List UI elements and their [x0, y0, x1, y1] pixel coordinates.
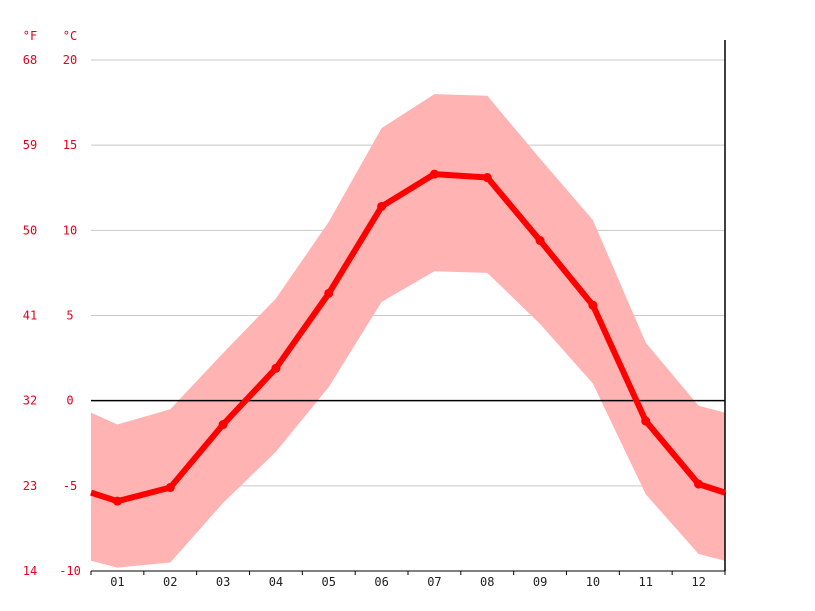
mean-temperature-point [271, 363, 281, 373]
fahrenheit-tick-label: 50 [23, 223, 37, 237]
mean-temperature-point [588, 300, 598, 310]
mean-temperature-line [90, 171, 726, 505]
fahrenheit-tick-label: 32 [23, 394, 37, 408]
mean-temperature-series [90, 169, 726, 506]
celsius-tick-label: 0 [66, 394, 73, 408]
celsius-unit-label: °C [63, 29, 77, 43]
month-tick-label: 04 [269, 575, 283, 589]
fahrenheit-tick-label: 68 [23, 53, 37, 67]
mean-temperature-point [324, 288, 334, 298]
month-tick-label: 08 [480, 575, 494, 589]
mean-temperature-point [218, 420, 228, 430]
mean-temperature-point [377, 201, 387, 211]
axes [90, 40, 726, 575]
month-tick-label: 05 [322, 575, 336, 589]
celsius-tick-label: 15 [63, 138, 77, 152]
mean-temperature-point [641, 416, 651, 426]
celsius-tick-label: -10 [59, 564, 81, 578]
fahrenheit-unit-label: °F [23, 29, 37, 43]
mean-temperature-point [694, 479, 704, 489]
fahrenheit-tick-label: 41 [23, 309, 37, 323]
fahrenheit-tick-label: 59 [23, 138, 37, 152]
celsius-tick-label: 10 [63, 223, 77, 237]
month-tick-label: 09 [533, 575, 547, 589]
fahrenheit-tick-label: 14 [23, 564, 37, 578]
mean-temperature-point [482, 173, 492, 183]
month-tick-label: 01 [110, 575, 124, 589]
month-tick-label: 02 [163, 575, 177, 589]
mean-temperature-point [165, 483, 175, 493]
mean-temperature-point [112, 496, 122, 506]
celsius-tick-label: 20 [63, 53, 77, 67]
mean-temperature-point [535, 236, 545, 246]
fahrenheit-tick-label: 23 [23, 479, 37, 493]
month-tick-label: 11 [639, 575, 653, 589]
celsius-tick-label: 5 [66, 309, 73, 323]
temperature-range-band [91, 94, 725, 568]
mean-temperature-point [429, 169, 439, 179]
month-tick-label: 12 [691, 575, 705, 589]
celsius-tick-label: -5 [63, 479, 77, 493]
temperature-range-area [91, 94, 725, 568]
month-tick-label: 06 [374, 575, 388, 589]
month-tick-label: 07 [427, 575, 441, 589]
month-tick-label: 03 [216, 575, 230, 589]
month-tick-label: 10 [586, 575, 600, 589]
